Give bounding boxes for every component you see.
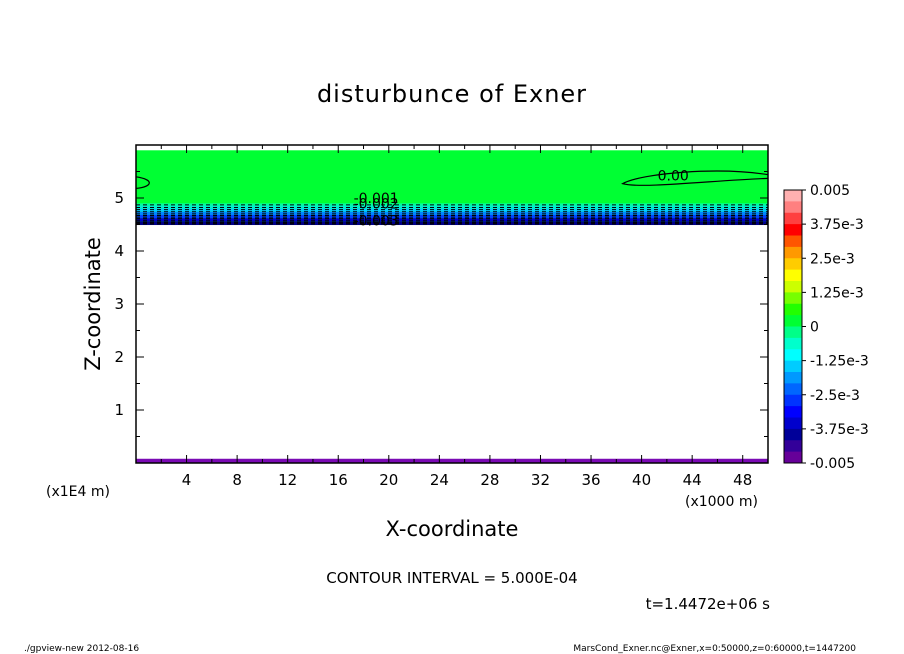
colorbar-label: -2.5e-3 xyxy=(810,388,860,404)
contour-fills xyxy=(136,150,768,463)
colorbar-label: 1.25e-3 xyxy=(810,285,864,301)
colorbar-labels: 0.005 3.75e-3 2.5e-3 1.25e-3 0 -1.25e-3 -2.5e-… xyxy=(802,183,869,472)
x-tick-label: 32 xyxy=(531,471,550,489)
colorbar-swatch xyxy=(784,383,802,396)
colorbar-swatch xyxy=(784,224,802,236)
colorbar-swatch xyxy=(784,190,802,202)
colorbar-label: -0.005 xyxy=(810,456,855,472)
colorbar-swatch xyxy=(784,428,802,441)
colorbar-swatch xyxy=(784,269,802,282)
x-tick-label: 28 xyxy=(480,471,499,489)
x-tick-label: 24 xyxy=(430,471,449,489)
contour-label-3: 0.00 xyxy=(658,169,689,185)
contour-band-2 xyxy=(136,205,768,209)
y-tick-label: 5 xyxy=(114,189,124,207)
colorbar-label: 3.75e-3 xyxy=(810,217,864,233)
y-tick-label: 2 xyxy=(114,348,124,366)
contour-lines xyxy=(135,170,769,225)
zero-contour-right xyxy=(621,170,769,186)
colorbar-swatch xyxy=(784,372,802,384)
x-tick-label: 4 xyxy=(182,471,192,489)
footer-right: MarsCond_Exner.nc@Exner,x=0:50000,z=0:60… xyxy=(573,644,856,654)
colorbar-label: -1.25e-3 xyxy=(810,354,869,370)
colorbar-swatch xyxy=(784,303,802,316)
colorbar-swatch xyxy=(784,349,802,362)
colorbar-label: 2.5e-3 xyxy=(810,251,855,267)
colorbar-swatch xyxy=(784,315,802,327)
x-tick-label: 48 xyxy=(733,471,752,489)
colorbar xyxy=(783,189,803,464)
colorbar-label: 0.005 xyxy=(810,183,850,199)
colorbar-swatch xyxy=(784,258,802,271)
colorbar-swatch xyxy=(784,292,802,305)
colorbar-swatch xyxy=(784,281,802,293)
contour-label-2: -0.003 xyxy=(354,213,399,229)
colorbar-swatch xyxy=(784,212,802,225)
contour-band-6 xyxy=(136,218,768,222)
colorbar-label: 0 xyxy=(810,320,819,336)
contour-label-0: -0.001 xyxy=(354,191,399,207)
x-axis-ticks: 4 8 12 16 20 24 28 32 36 40 44 48 xyxy=(135,145,769,489)
x-tick-label: 20 xyxy=(379,471,398,489)
contour-band-3 xyxy=(136,208,768,212)
x-unit-label: (x1000 m) xyxy=(685,494,758,510)
time-text: t=1.4472e+06 s xyxy=(646,595,771,613)
colorbar-swatch xyxy=(784,360,802,373)
x-tick-label: 36 xyxy=(581,471,600,489)
contour-interval-text: CONTOUR INTERVAL = 5.000E-04 xyxy=(326,569,577,587)
colorbar-swatch xyxy=(784,417,802,430)
colorbar-swatch xyxy=(784,246,802,259)
x-tick-label: 44 xyxy=(683,471,702,489)
colorbar-swatch xyxy=(784,337,802,350)
colorbar-swatch xyxy=(784,394,802,407)
chart-title: disturbunce of Exner xyxy=(317,80,587,108)
y-unit-label: (x1E4 m) xyxy=(46,484,110,500)
x-axis-label: X-coordinate xyxy=(386,517,519,541)
colorbar-swatch xyxy=(784,440,802,453)
colorbar-label: -3.75e-3 xyxy=(810,422,869,438)
x-tick-label: 40 xyxy=(632,471,651,489)
x-tick-label: 8 xyxy=(232,471,242,489)
contour-band-4 xyxy=(136,211,768,215)
y-tick-label: 4 xyxy=(114,242,124,260)
y-axis-ticks: 1 2 3 4 5 xyxy=(114,144,768,464)
contour-band-8 xyxy=(136,458,768,463)
y-tick-label: 3 xyxy=(114,295,124,313)
contour-labels: -0.001-0.002-0.003 0.00 xyxy=(354,169,689,230)
x-tick-label: 16 xyxy=(329,471,348,489)
footer-left: ./gpview-new 2012-08-16 xyxy=(24,644,139,654)
zero-contour-left xyxy=(135,176,150,190)
y-axis-label: Z-coordinate xyxy=(81,237,105,371)
y-tick-label: 1 xyxy=(114,401,124,419)
colorbar-swatch xyxy=(784,235,802,248)
colorbar-swatch xyxy=(784,451,802,464)
contour-label-1: -0.002 xyxy=(354,196,399,212)
x-tick-label: 12 xyxy=(278,471,297,489)
colorbar-swatch xyxy=(784,406,802,418)
colorbar-swatch xyxy=(784,326,802,339)
colorbar-swatch xyxy=(784,201,802,214)
contour-band-1 xyxy=(136,203,768,206)
contour-band-5 xyxy=(136,214,768,219)
